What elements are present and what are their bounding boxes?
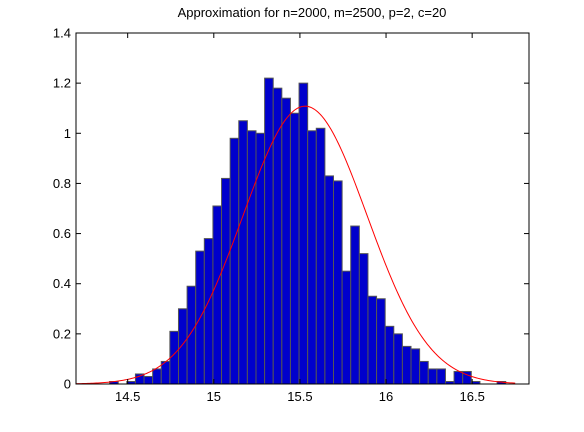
- y-tick-label: 0.8: [53, 176, 71, 191]
- histogram-bar: [238, 120, 248, 385]
- histogram-bar: [384, 325, 395, 385]
- y-tick-label: 0.6: [53, 226, 71, 241]
- histogram-bar: [376, 298, 386, 385]
- histogram-bar: [453, 370, 464, 385]
- histogram-bar: [212, 205, 223, 385]
- plot-frame: [75, 32, 530, 385]
- axis-ticks: 14.5 15 15.5 16 16.5 0 0.2 0.4 0.6 0.8 1 1.2 1.4: [53, 26, 529, 404]
- histogram-bar: [281, 97, 291, 385]
- histogram-bars: [109, 77, 507, 385]
- y-tick-label: 0.4: [53, 276, 71, 291]
- histogram-bar: [324, 175, 335, 385]
- histogram-bar: [419, 360, 429, 385]
- histogram-bar: [341, 270, 352, 385]
- histogram-bar: [427, 368, 438, 385]
- histogram-bar: [152, 368, 162, 385]
- histogram-bar: [298, 82, 309, 385]
- histogram-bar: [315, 127, 326, 385]
- y-tick-label: 1: [64, 126, 71, 141]
- histogram-bar: [350, 225, 360, 385]
- histogram-bar: [143, 375, 154, 385]
- y-tick-label: 0.2: [53, 326, 71, 341]
- histogram-bar: [229, 137, 240, 385]
- x-tick-label: 15.5: [287, 389, 312, 404]
- x-tick-label: 14.5: [115, 389, 140, 404]
- y-tick-label: 1.4: [53, 26, 71, 41]
- histogram-bar: [333, 180, 343, 385]
- x-tick-label: 16: [379, 389, 393, 404]
- histogram-bar: [221, 177, 231, 385]
- histogram-bar: [186, 285, 197, 385]
- x-tick-label: 15: [207, 389, 221, 404]
- histogram-bar: [410, 348, 421, 385]
- x-tick-label: 16.5: [460, 389, 485, 404]
- histogram-bar: [401, 345, 412, 385]
- y-tick-label: 0: [64, 377, 71, 392]
- histogram-bar: [436, 368, 446, 385]
- histogram-bar: [177, 308, 188, 385]
- histogram-bar: [358, 253, 369, 385]
- histogram-bar: [264, 77, 274, 385]
- histogram-bar: [393, 333, 403, 385]
- histogram-bar: [289, 112, 300, 385]
- histogram-bar: [246, 130, 257, 385]
- histogram-bar: [307, 130, 317, 385]
- y-tick-label: 1.2: [53, 76, 71, 91]
- histogram-bar: [203, 238, 214, 385]
- chart-title: Approximation for n=2000, m=2500, p=2, c…: [178, 5, 447, 20]
- normal-fit-curve: [75, 105, 516, 385]
- histogram-bar: [367, 295, 378, 385]
